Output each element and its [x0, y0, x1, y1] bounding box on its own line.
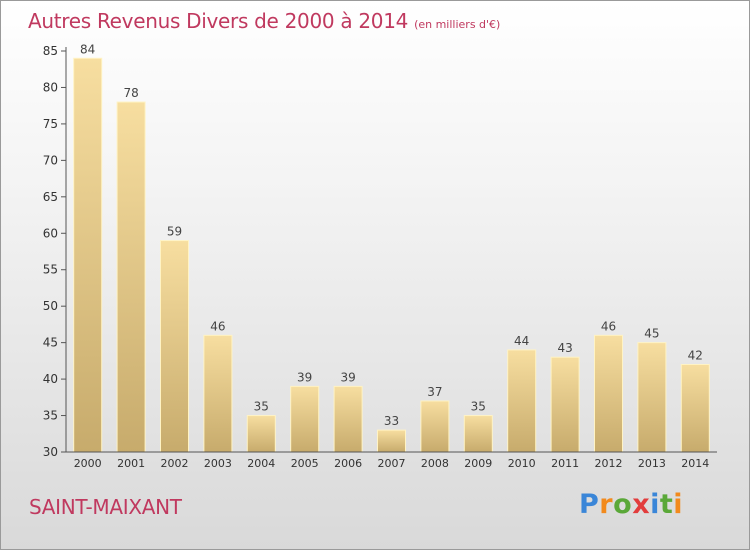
- y-tick-label: 70: [43, 153, 58, 167]
- x-tick-label: 2011: [551, 457, 579, 470]
- bar: [463, 415, 493, 453]
- bar-value-label: 35: [471, 400, 486, 414]
- bar-value-label: 37: [427, 385, 442, 399]
- x-tick-label: 2002: [161, 457, 189, 470]
- bar-value-label: 33: [384, 414, 399, 428]
- bar: [333, 385, 363, 453]
- y-tick-label: 30: [43, 445, 58, 459]
- bar: [507, 349, 537, 453]
- proxiti-logo: Proxiti: [579, 489, 683, 520]
- x-tick-label: 2003: [204, 457, 232, 470]
- bar-value-label: 84: [80, 42, 95, 56]
- x-tick-label: 2014: [681, 457, 709, 470]
- bars: 84 78 59 46 35 39 39 33 37 35 44 43 46 45 42: [73, 42, 710, 453]
- bar: [290, 385, 320, 453]
- chart-unit-note: (en milliers d'€): [414, 18, 501, 31]
- logo-letter: i: [673, 489, 684, 520]
- logo-letter: P: [579, 489, 600, 520]
- x-tick-label: 2004: [247, 457, 275, 470]
- bar: [594, 334, 623, 453]
- bar: [420, 400, 450, 453]
- bar: [246, 415, 276, 453]
- chart-title: Autres Revenus Divers de 2000 à 2014 (en …: [28, 9, 500, 33]
- x-tick-label: 2010: [508, 457, 536, 470]
- x-tick-label: 2007: [378, 457, 406, 470]
- bar: [73, 57, 103, 453]
- x-tick-label: 2009: [464, 457, 492, 470]
- y-tick-label: 60: [43, 226, 58, 240]
- x-tick-label: 2008: [421, 457, 449, 470]
- bar: [377, 429, 406, 453]
- y-tick-label: 35: [43, 409, 58, 423]
- x-tick-label: 2001: [117, 457, 145, 470]
- place-name: SAINT-MAIXANT: [29, 495, 182, 519]
- x-tick-label: 2013: [638, 457, 666, 470]
- bar-value-label: 46: [210, 319, 225, 333]
- bar-value-label: 43: [557, 341, 572, 355]
- bar: [680, 364, 710, 453]
- bar-value-label: 42: [688, 349, 703, 363]
- bar-value-label: 78: [123, 86, 138, 100]
- y-tick-label: 75: [43, 117, 58, 131]
- x-axis: 2000 2001 2002 2003 2004 2005 2006 2007 2008 2009…: [66, 451, 717, 470]
- bar: [203, 334, 233, 453]
- bar: [160, 240, 189, 453]
- logo-letter: x: [632, 489, 651, 520]
- bar-value-label: 45: [644, 327, 659, 341]
- x-tick-label: 2006: [334, 457, 362, 470]
- logo-letter: t: [659, 489, 674, 520]
- y-axis: 30 35 40 45 50 55 60 65 70 75 80 85: [43, 44, 67, 459]
- y-tick-label: 80: [43, 80, 58, 94]
- bar: [637, 342, 667, 453]
- y-tick-label: 55: [43, 263, 58, 277]
- x-tick-label: 2012: [595, 457, 623, 470]
- bar-value-label: 46: [601, 319, 616, 333]
- y-tick-label: 85: [43, 44, 58, 58]
- bar-value-label: 39: [340, 370, 355, 384]
- bar-value-label: 44: [514, 334, 529, 348]
- logo-letter: r: [599, 489, 614, 520]
- chart-title-text: Autres Revenus Divers de 2000 à 2014: [28, 9, 409, 33]
- x-tick-label: 2005: [291, 457, 319, 470]
- bar-value-label: 59: [167, 225, 182, 239]
- y-tick-label: 50: [43, 299, 58, 313]
- logo-letter: o: [613, 489, 633, 520]
- bar: [116, 101, 146, 453]
- logo-letter: i: [650, 489, 660, 520]
- y-tick-label: 45: [43, 336, 58, 350]
- x-tick-label: 2000: [74, 457, 102, 470]
- bar: [550, 356, 580, 453]
- bar-value-label: 39: [297, 370, 312, 384]
- y-tick-label: 65: [43, 190, 58, 204]
- bar-value-label: 35: [254, 400, 269, 414]
- y-tick-label: 40: [43, 372, 58, 386]
